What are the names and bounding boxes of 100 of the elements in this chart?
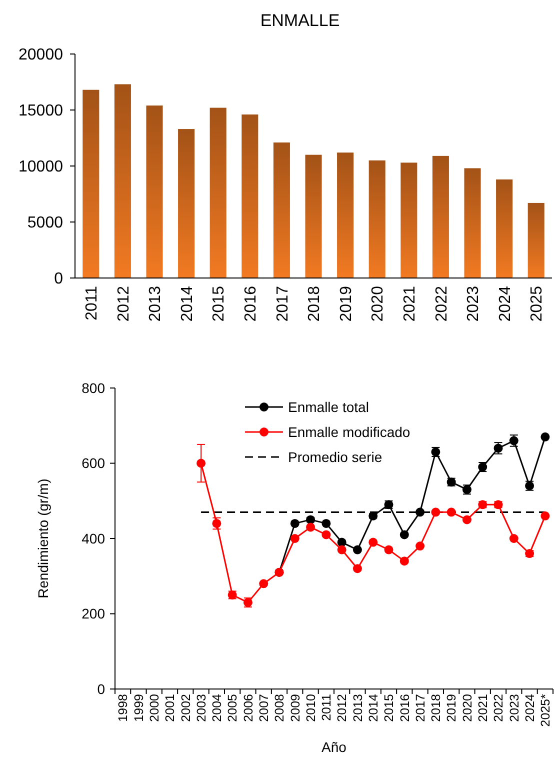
bar: [432, 156, 449, 278]
x-tick-label: 2018: [429, 694, 444, 722]
x-tick-label: 2012: [115, 286, 132, 322]
point: [368, 511, 378, 520]
x-tick-label: 2016: [398, 694, 412, 722]
bar: [210, 108, 226, 278]
point: [352, 564, 362, 574]
bar: [368, 160, 386, 278]
y-tick-label: 10000: [18, 158, 64, 176]
x-tick-label: 1999: [132, 694, 146, 722]
x-tick-label: 2010: [304, 694, 318, 722]
x-tick-label: 2024: [496, 286, 514, 322]
point: [337, 545, 346, 554]
bar: [337, 152, 354, 278]
x-tick-label: 2008: [272, 694, 287, 722]
bar: [114, 84, 131, 278]
point: [212, 518, 222, 528]
x-tick-label: 2024: [522, 694, 537, 722]
x-tick-label: 2017: [274, 286, 292, 322]
legend-label: Enmalle total: [288, 398, 369, 415]
x-tick-label: 2022: [492, 694, 506, 722]
x-tick-label: 2011: [320, 694, 334, 721]
point: [322, 530, 331, 540]
x-tick-label: 2016: [242, 286, 260, 322]
point: [259, 579, 268, 588]
point: [290, 534, 300, 543]
x-tick-label: 2004: [210, 694, 224, 722]
bar: [464, 168, 481, 278]
x-tick-label: 2006: [241, 694, 256, 722]
y-tick-label: 400: [82, 530, 106, 546]
y-tick-label: 0: [97, 680, 106, 697]
x-tick-label: 2023: [507, 694, 522, 722]
x-tick-label: 2018: [306, 286, 324, 322]
point: [196, 458, 206, 468]
x-tick-label: 2025: [528, 286, 546, 322]
x-tick-label: 2009: [288, 694, 302, 722]
x-tick-label: 2021: [402, 286, 418, 322]
x-tick-label: 2014: [178, 286, 196, 322]
y-tick-label: 200: [82, 606, 106, 622]
x-tick-label: 2015: [210, 286, 228, 322]
x-tick-label: 2014: [366, 694, 380, 722]
x-tick-label: 2025*: [538, 694, 553, 727]
point: [322, 518, 331, 528]
y-tick-label: 0: [54, 270, 64, 288]
x-tick-label: 2021: [476, 694, 490, 722]
point: [306, 515, 316, 524]
point: [446, 508, 456, 517]
point: [337, 538, 346, 547]
point: [400, 556, 409, 566]
x-tick-label: 2002: [178, 694, 193, 722]
x-tick-label: 2022: [433, 286, 450, 322]
point: [352, 545, 362, 554]
bar: [400, 162, 418, 278]
point: [540, 511, 550, 520]
x-tick-label: 1998: [116, 694, 130, 722]
x-tick-label: 2013: [350, 694, 365, 722]
point: [462, 515, 472, 524]
x-tick-label: 2020: [370, 286, 387, 322]
x-tick-label: 2019: [444, 694, 459, 722]
y-tick-label: 15000: [18, 102, 64, 120]
point: [368, 538, 378, 547]
x-tick-label: 2003: [194, 694, 208, 722]
y-axis-title: Rendimiento (gr/m): [35, 478, 51, 598]
bar: [146, 106, 163, 278]
point: [416, 508, 425, 517]
y-tick-label: 5000: [27, 214, 64, 232]
x-tick-label: 2012: [335, 694, 350, 722]
bar: [178, 129, 195, 278]
bar: [496, 179, 513, 278]
legend-label: Promedio serie: [288, 448, 382, 465]
x-tick-label: 2011: [84, 286, 100, 320]
bar: [273, 142, 290, 278]
point: [400, 530, 409, 540]
y-tick-label: 20000: [18, 46, 64, 64]
x-tick-label: 2017: [413, 694, 428, 722]
point: [509, 534, 518, 543]
chart-title: ENMALLE: [260, 11, 340, 30]
bar: [242, 114, 258, 278]
point: [540, 432, 550, 442]
x-tick-label: 2001: [163, 694, 178, 722]
x-tick-label: 2020: [460, 694, 474, 722]
y-tick-label: 600: [82, 455, 106, 472]
legend-label: Enmalle modificado: [288, 424, 410, 440]
bar: [82, 90, 100, 278]
point: [431, 508, 440, 517]
x-tick-label: 2019: [338, 286, 355, 322]
point: [290, 518, 300, 528]
bar: [528, 202, 544, 278]
x-tick-label: 2015: [382, 694, 396, 722]
point: [416, 542, 425, 551]
x-axis-title: Año: [322, 739, 347, 755]
x-tick-label: 2023: [465, 286, 482, 322]
bar: [305, 154, 322, 278]
point: [384, 545, 394, 554]
x-tick-label: 2005: [226, 694, 240, 722]
x-tick-label: 2013: [147, 286, 164, 322]
point: [306, 522, 316, 532]
y-tick-label: 800: [82, 380, 106, 396]
x-tick-label: 2000: [147, 694, 162, 722]
x-tick-label: 2007: [256, 694, 271, 722]
